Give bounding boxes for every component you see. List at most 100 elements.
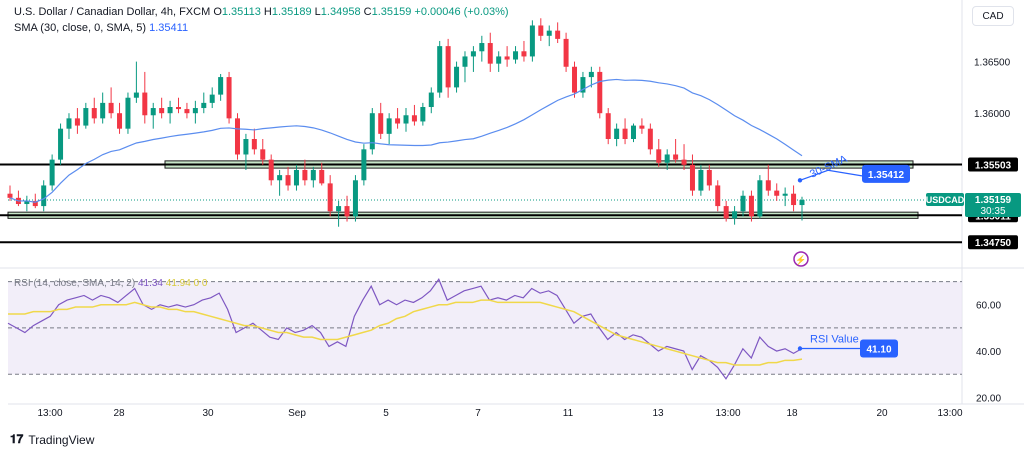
candle: [588, 66, 594, 88]
candle-body: [605, 113, 611, 139]
candle-body: [740, 195, 746, 212]
candle: [664, 149, 670, 170]
candle: [369, 108, 375, 155]
rsi-legend[interactable]: RSI (14, close, SMA, 14, 2) 41.34 41.94 …: [14, 278, 207, 289]
rsi-legend-extra: 41.94 0 0: [165, 278, 208, 289]
candle-body: [791, 193, 797, 206]
time-tick-label: 30: [202, 408, 214, 419]
candle: [622, 118, 628, 145]
symbol-badge: [926, 192, 964, 206]
candle-body: [24, 200, 30, 205]
candle-body: [209, 94, 215, 103]
change-value: +0.00046 (+0.03%): [414, 6, 509, 18]
candle: [723, 200, 729, 222]
candle: [293, 164, 299, 191]
rsi-line: [7, 278, 803, 380]
candle: [765, 164, 771, 196]
candle: [125, 92, 131, 134]
candle-body: [49, 159, 55, 186]
candle: [234, 113, 240, 160]
candle: [462, 51, 468, 83]
candle-body: [327, 183, 333, 212]
candle-body: [614, 128, 620, 139]
sma-30-line: [9, 78, 803, 203]
sma-value-text: 1.35412: [868, 170, 905, 181]
candle-body: [588, 71, 594, 78]
candle-body: [706, 169, 712, 186]
close-label: C: [363, 6, 372, 18]
candle: [782, 187, 788, 207]
event-marker-icon: [793, 251, 809, 267]
symbol-title: U.S. Dollar / Canadian Dollar, 4h, FXCM: [14, 6, 211, 18]
candle: [176, 97, 182, 114]
candle-body: [521, 51, 527, 57]
candle-body: [251, 139, 257, 150]
candle-body: [462, 56, 468, 67]
rsi-value-badge: [860, 339, 898, 358]
candle: [420, 102, 426, 126]
time-tick-label: 5: [383, 408, 389, 419]
candle: [470, 46, 476, 72]
candle: [605, 108, 611, 145]
candle-body: [285, 175, 291, 186]
candle-body: [58, 128, 64, 160]
rsi-tick-label: 60.00: [976, 301, 1001, 312]
candle-body: [310, 169, 316, 181]
candle: [142, 71, 148, 124]
candle: [513, 46, 519, 64]
sma-legend[interactable]: SMA (30, close, 0, SMA, 5) 1.35411: [14, 22, 188, 34]
candle-body: [150, 108, 156, 116]
candle-body: [361, 149, 367, 181]
candle-body: [715, 185, 721, 207]
candle: [336, 200, 342, 227]
candle: [437, 40, 443, 98]
event-marker-glyph: ⚡: [795, 254, 806, 266]
high-label: H: [263, 6, 272, 18]
sma-callout-line: [799, 169, 863, 181]
tradingview-logo[interactable]: 𝟏𝟕 TradingView: [10, 432, 94, 447]
candle: [41, 180, 47, 212]
candle: [630, 123, 636, 143]
sma-callout-dot: [797, 178, 803, 183]
candle: [411, 104, 417, 126]
candle-body: [538, 25, 544, 36]
candle-body: [395, 118, 401, 124]
candle-body: [420, 107, 426, 122]
candle: [100, 92, 106, 124]
candle-body: [74, 118, 80, 126]
candle-body: [504, 56, 510, 60]
candle-body: [437, 46, 443, 93]
candle: [268, 154, 274, 186]
time-tick-label: 20: [876, 408, 888, 419]
level-label-bg: [968, 235, 1018, 250]
candle: [302, 159, 308, 186]
candle: [327, 175, 333, 217]
candle: [218, 73, 224, 101]
candle-body: [142, 92, 148, 116]
candle: [192, 100, 198, 124]
candle: [260, 139, 266, 165]
candle: [791, 185, 797, 212]
currency-button[interactable]: CAD: [972, 6, 1014, 26]
price-tick-label: 1.36500: [974, 58, 1011, 69]
candle: [454, 61, 460, 93]
candlestick-series: [7, 18, 805, 227]
candle: [58, 123, 64, 165]
candle-body: [192, 108, 198, 114]
candle: [521, 40, 527, 62]
candle-body: [100, 102, 106, 119]
time-tick-label: 13:00: [937, 408, 962, 419]
candle-body: [572, 66, 578, 93]
sma-line: [9, 78, 803, 203]
open-value: 1.35113: [221, 6, 261, 18]
candle: [487, 32, 493, 72]
rsi-pane: [7, 278, 962, 380]
rsi-legend-label: RSI (14, close, SMA, 14, 2): [14, 278, 136, 289]
candle: [479, 35, 485, 62]
candle: [681, 144, 687, 170]
candle: [66, 113, 72, 139]
candle: [386, 113, 392, 145]
candle: [732, 206, 738, 225]
candle-body: [698, 169, 704, 191]
